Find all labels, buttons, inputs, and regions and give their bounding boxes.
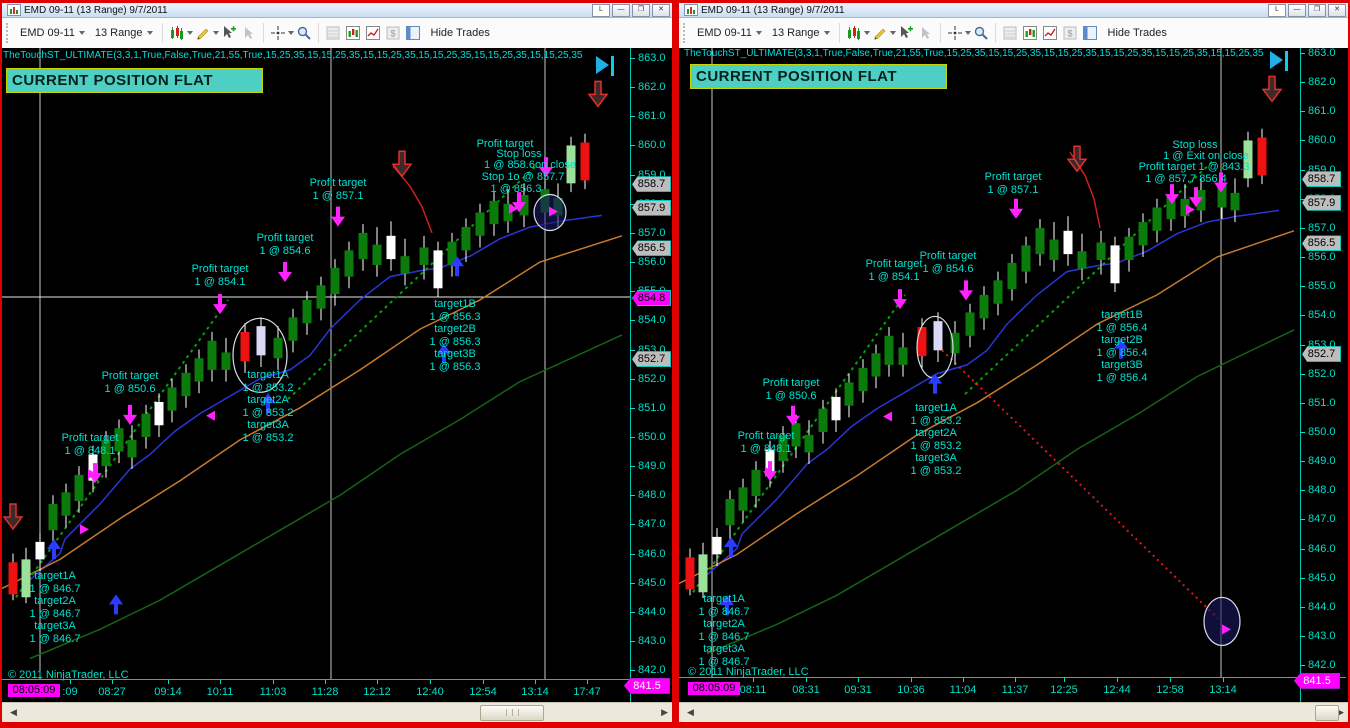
- titlebar: EMD 09-11 (13 Range) 9/7/2011 L — ❐ ✕: [679, 3, 1348, 18]
- chart-app-icon: [7, 4, 21, 16]
- chevron-down-icon[interactable]: [287, 31, 294, 35]
- chart-plot-area[interactable]: [2, 48, 672, 703]
- chart-candles-icon[interactable]: [1021, 24, 1039, 42]
- line-chart-icon[interactable]: [1041, 24, 1059, 42]
- zoom-magnifier-icon[interactable]: [295, 24, 313, 42]
- close-button[interactable]: ✕: [1328, 3, 1346, 17]
- interval-dropdown[interactable]: 13 Range: [90, 25, 158, 41]
- chart-panel-icon[interactable]: [1081, 24, 1099, 42]
- interval-dropdown[interactable]: 13 Range: [767, 25, 835, 41]
- bar-style-candles-icon[interactable]: [845, 24, 863, 42]
- chevron-down-icon: [823, 31, 830, 35]
- titlebar: EMD 09-11 (13 Range) 9/7/2011 L — ❐ ✕: [2, 3, 672, 18]
- data-grid-icon[interactable]: [1001, 24, 1019, 42]
- scroll-right-icon[interactable]: ▶: [1337, 707, 1344, 717]
- window-title: EMD 09-11 (13 Range) 9/7/2011: [24, 4, 168, 16]
- toolbar-separator: [161, 23, 163, 43]
- zoom-magnifier-icon[interactable]: [972, 24, 990, 42]
- chevron-down-icon: [78, 31, 85, 35]
- crosshair-icon[interactable]: [269, 24, 287, 42]
- horizontal-scrollbar[interactable]: ◀ ▶: [2, 702, 672, 722]
- window-title: EMD 09-11 (13 Range) 9/7/2011: [701, 4, 845, 16]
- toolbar-separator: [317, 23, 319, 43]
- instrument-dropdown[interactable]: EMD 09-11: [692, 25, 767, 41]
- crosshair-icon[interactable]: [946, 24, 964, 42]
- toolbar-grip-handle[interactable]: [683, 23, 688, 43]
- chevron-down-icon[interactable]: [186, 31, 193, 35]
- drawing-pencil-icon[interactable]: [194, 24, 212, 42]
- horizontal-scrollbar[interactable]: ◀ ▶: [679, 702, 1348, 722]
- scrollbar-thumb[interactable]: [1315, 705, 1339, 721]
- toolbar: EMD 09-11 13 Range: [679, 18, 1348, 49]
- bar-style-candles-icon[interactable]: [168, 24, 186, 42]
- chevron-down-icon[interactable]: [964, 31, 971, 35]
- minimize-button[interactable]: —: [612, 3, 630, 17]
- toolbar-separator: [994, 23, 996, 43]
- dollar-account-icon[interactable]: $: [1061, 24, 1079, 42]
- chevron-down-icon[interactable]: [889, 31, 896, 35]
- link-button[interactable]: L: [1268, 3, 1286, 17]
- toolbar: EMD 09-11 13 Range: [2, 18, 672, 49]
- hide-trades-button[interactable]: Hide Trades: [1107, 27, 1167, 39]
- cursor-add-icon[interactable]: [220, 24, 238, 42]
- scroll-right-icon[interactable]: ▶: [661, 707, 668, 717]
- cursor-remove-icon[interactable]: [917, 24, 935, 42]
- hide-trades-button[interactable]: Hide Trades: [430, 27, 490, 39]
- restore-button[interactable]: ❐: [1308, 3, 1326, 17]
- toolbar-separator: [262, 23, 264, 43]
- chart-panel-icon[interactable]: [404, 24, 422, 42]
- minimize-button[interactable]: —: [1288, 3, 1306, 17]
- svg-text:$: $: [1067, 29, 1072, 39]
- data-grid-icon[interactable]: [324, 24, 342, 42]
- restore-button[interactable]: ❐: [632, 3, 650, 17]
- chart-plot-area[interactable]: [679, 48, 1348, 703]
- chart-candles-icon[interactable]: [344, 24, 362, 42]
- instrument-dropdown[interactable]: EMD 09-11: [15, 25, 90, 41]
- line-chart-icon[interactable]: [364, 24, 382, 42]
- toolbar-separator: [939, 23, 941, 43]
- chart-app-icon: [684, 4, 698, 16]
- drawing-pencil-icon[interactable]: [871, 24, 889, 42]
- svg-text:$: $: [390, 29, 395, 39]
- toolbar-grip-handle[interactable]: [6, 23, 11, 43]
- chevron-down-icon[interactable]: [212, 31, 219, 35]
- cursor-add-icon[interactable]: [897, 24, 915, 42]
- chart-window-right: EMD 09-11 (13 Range) 9/7/2011 L — ❐ ✕ EM…: [679, 3, 1348, 722]
- chevron-down-icon[interactable]: [863, 31, 870, 35]
- scrollbar-thumb[interactable]: [480, 705, 544, 721]
- scroll-left-icon[interactable]: ◀: [687, 707, 694, 717]
- chart-window-left: EMD 09-11 (13 Range) 9/7/2011 L — ❐ ✕ EM…: [2, 3, 672, 722]
- chevron-down-icon: [755, 31, 762, 35]
- close-button[interactable]: ✕: [652, 3, 670, 17]
- scroll-left-icon[interactable]: ◀: [10, 707, 17, 717]
- cursor-remove-icon[interactable]: [240, 24, 258, 42]
- chevron-down-icon: [146, 31, 153, 35]
- toolbar-separator: [838, 23, 840, 43]
- dollar-account-icon[interactable]: $: [384, 24, 402, 42]
- link-button[interactable]: L: [592, 3, 610, 17]
